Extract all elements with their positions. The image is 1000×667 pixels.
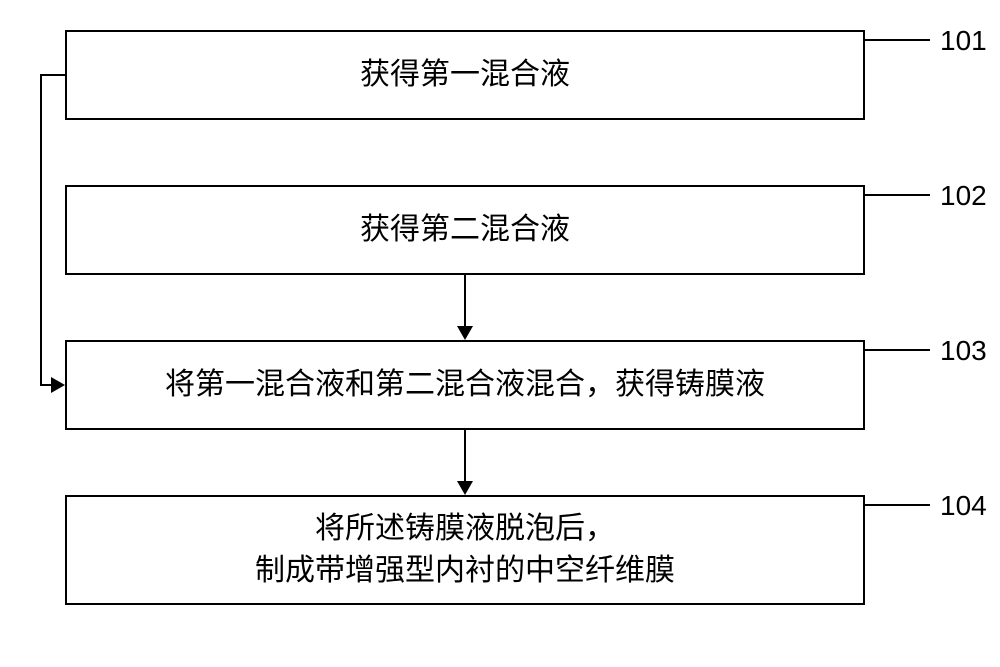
edge-2-3-arrowhead — [457, 326, 473, 340]
label-line-3 — [865, 349, 930, 351]
label-line-4 — [865, 504, 930, 506]
step-box-3: 将第一混合液和第二混合液混合，获得铸膜液 — [65, 340, 865, 430]
step-box-1: 获得第一混合液 — [65, 30, 865, 120]
edge-1-3-h1 — [40, 74, 65, 76]
label-103: 103 — [940, 335, 987, 367]
step-box-4: 将所述铸膜液脱泡后， 制成带增强型内衬的中空纤维膜 — [65, 495, 865, 605]
edge-3-4-arrowhead — [457, 481, 473, 495]
step-text-1: 获得第一混合液 — [360, 54, 570, 96]
label-101: 101 — [940, 25, 987, 57]
edge-3-4-v — [464, 430, 466, 481]
step-text-2: 获得第二混合液 — [360, 209, 570, 251]
label-104: 104 — [940, 490, 987, 522]
step-box-2: 获得第二混合液 — [65, 185, 865, 275]
label-line-2 — [865, 194, 930, 196]
edge-2-3-v — [464, 275, 466, 326]
edge-1-3-h2 — [40, 384, 51, 386]
step-text-3: 将第一混合液和第二混合液混合，获得铸膜液 — [165, 364, 765, 406]
label-102: 102 — [940, 180, 987, 212]
edge-1-3-arrowhead — [51, 377, 65, 393]
edge-1-3-v — [40, 74, 42, 385]
flowchart-container: 获得第一混合液 101 获得第二混合液 102 将第一混合液和第二混合液混合，获… — [0, 0, 1000, 667]
label-line-1 — [865, 39, 930, 41]
step-text-4: 将所述铸膜液脱泡后， 制成带增强型内衬的中空纤维膜 — [255, 508, 675, 592]
